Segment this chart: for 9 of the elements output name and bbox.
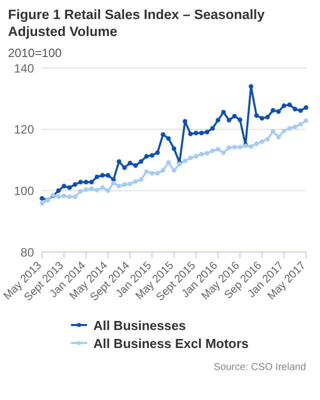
y-tick-label: 120: [14, 122, 34, 137]
y-tick-label: 140: [14, 61, 34, 76]
legend-label: All Businesses: [93, 318, 186, 332]
y-tick-label: 100: [14, 184, 34, 198]
source-note: Source: CSO Ireland: [212, 361, 307, 373]
chart-title: Figure 1 Retail Sales Index – Seasonally Adjusted Volume: [7, 6, 266, 40]
y-tick-label: 80: [20, 245, 34, 260]
chart-subtitle: 2010=100: [7, 45, 63, 60]
legend-label: All Business Excl Motors: [93, 336, 249, 350]
